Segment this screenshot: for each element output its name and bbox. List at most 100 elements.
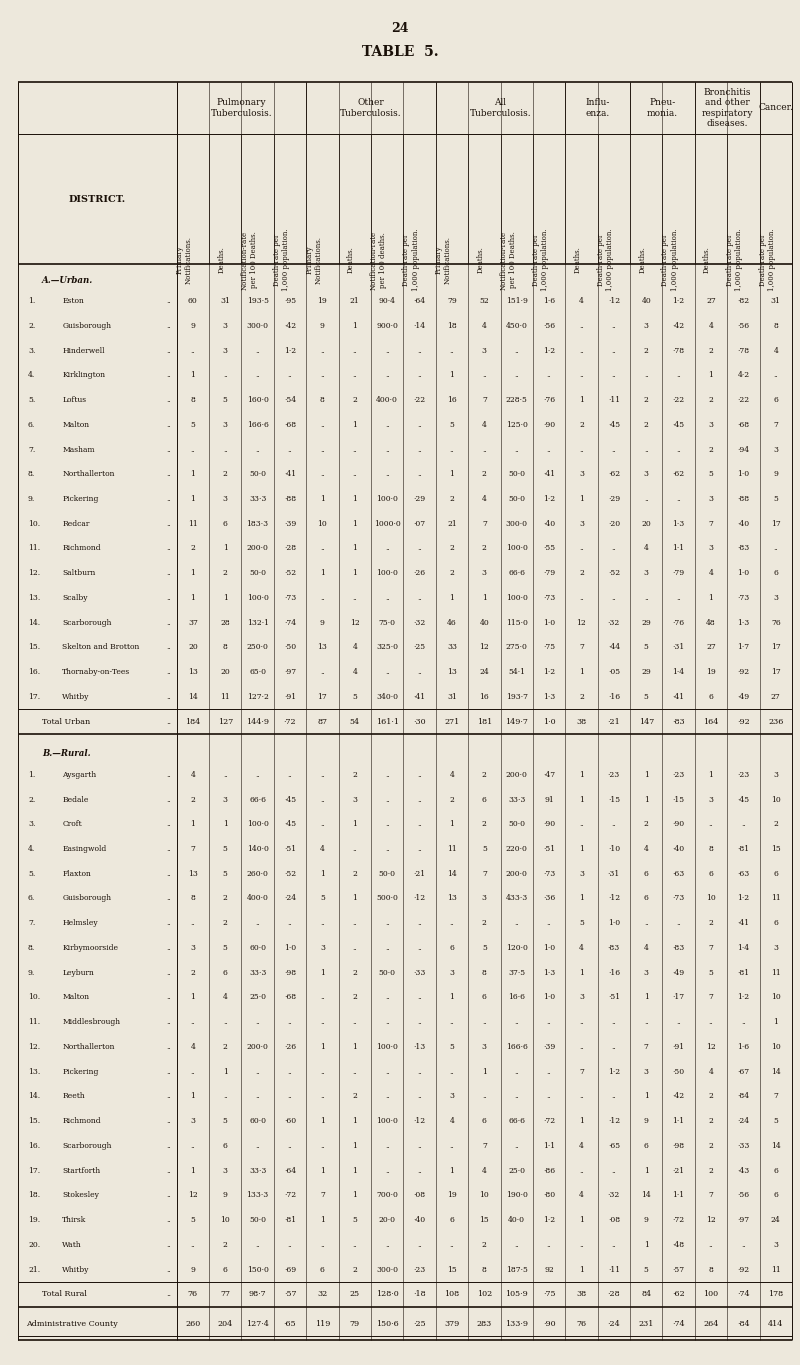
Text: ..: .. [417, 445, 422, 453]
Text: TABLE  5.: TABLE 5. [362, 45, 438, 59]
Text: 1: 1 [579, 1265, 584, 1274]
Text: 9: 9 [190, 322, 195, 330]
Text: ·26: ·26 [414, 569, 426, 577]
Text: 21.: 21. [28, 1265, 40, 1274]
Text: ·43: ·43 [738, 1167, 750, 1174]
Text: ..: .. [320, 594, 325, 602]
Text: ..: .. [166, 1216, 171, 1224]
Text: 4: 4 [482, 495, 486, 502]
Text: 193·7: 193·7 [506, 693, 528, 700]
Text: ..: .. [166, 1265, 171, 1274]
Text: 4·2: 4·2 [738, 371, 750, 379]
Text: 50·0: 50·0 [508, 820, 526, 829]
Text: 11: 11 [220, 693, 230, 700]
Text: 2: 2 [190, 796, 195, 804]
Text: 200·0: 200·0 [506, 870, 528, 878]
Text: DISTRICT.: DISTRICT. [69, 194, 126, 203]
Text: 2: 2 [482, 1241, 486, 1249]
Text: Skelton and Brotton: Skelton and Brotton [62, 643, 140, 651]
Text: 1·4: 1·4 [673, 667, 685, 676]
Text: ..: .. [166, 1067, 171, 1076]
Text: 2: 2 [644, 420, 649, 429]
Text: ..: .. [385, 1143, 390, 1149]
Text: ·97: ·97 [738, 1216, 750, 1224]
Text: ..: .. [514, 445, 519, 453]
Text: ..: .. [579, 347, 584, 355]
Text: ..: .. [166, 322, 171, 330]
Text: 184: 184 [186, 718, 201, 726]
Text: ..: .. [190, 347, 195, 355]
Text: ·91: ·91 [673, 1043, 685, 1051]
Text: 4: 4 [190, 771, 195, 779]
Text: 8: 8 [482, 1265, 486, 1274]
Text: ..: .. [482, 1018, 486, 1026]
Text: ..: .. [417, 594, 422, 602]
Text: 10: 10 [220, 1216, 230, 1224]
Text: 7: 7 [774, 420, 778, 429]
Text: ·41: ·41 [284, 471, 296, 478]
Text: Death-rate per
1,000 population.: Death-rate per 1,000 population. [597, 229, 614, 291]
Text: 2: 2 [190, 545, 195, 553]
Text: 10: 10 [771, 796, 781, 804]
Text: Administrative County: Administrative County [26, 1320, 118, 1328]
Text: 2: 2 [709, 396, 714, 404]
Text: ·33: ·33 [414, 969, 426, 977]
Text: 161·1: 161·1 [376, 718, 398, 726]
Text: Other
Tuberculosis.: Other Tuberculosis. [340, 98, 402, 117]
Text: ..: .. [709, 1241, 714, 1249]
Text: 5: 5 [352, 1216, 358, 1224]
Text: 120·0: 120·0 [506, 945, 528, 951]
Text: 108: 108 [444, 1290, 459, 1298]
Text: 4: 4 [579, 1143, 584, 1149]
Text: Scarborough: Scarborough [62, 1143, 112, 1149]
Text: 8.: 8. [28, 471, 35, 478]
Text: ·23: ·23 [738, 771, 750, 779]
Text: ..: .. [385, 347, 390, 355]
Text: Whitby: Whitby [62, 693, 90, 700]
Text: ..: .. [166, 771, 171, 779]
Text: ..: .. [385, 994, 390, 1002]
Text: 102: 102 [477, 1290, 492, 1298]
Text: 150·6: 150·6 [376, 1320, 398, 1328]
Text: 3: 3 [644, 969, 649, 977]
Text: ..: .. [611, 322, 616, 330]
Text: 13: 13 [188, 667, 198, 676]
Text: 4: 4 [709, 322, 714, 330]
Text: ..: .. [644, 1018, 649, 1026]
Text: ·22: ·22 [673, 396, 685, 404]
Text: 1: 1 [774, 1018, 778, 1026]
Text: 3: 3 [190, 1117, 195, 1125]
Text: Deaths.: Deaths. [476, 247, 484, 273]
Text: 4: 4 [579, 945, 584, 951]
Text: 10.: 10. [28, 520, 40, 528]
Text: 3: 3 [774, 445, 778, 453]
Text: 3: 3 [644, 471, 649, 478]
Text: 100·0: 100·0 [506, 545, 528, 553]
Text: ·90: ·90 [543, 820, 555, 829]
Text: ..: .. [514, 1018, 519, 1026]
Text: 100·0: 100·0 [506, 594, 528, 602]
Text: 25·0: 25·0 [508, 1167, 526, 1174]
Text: ..: .. [385, 1241, 390, 1249]
Text: 1·0: 1·0 [738, 569, 750, 577]
Text: ·97: ·97 [284, 667, 296, 676]
Text: ..: .. [320, 445, 325, 453]
Text: 6: 6 [223, 969, 228, 977]
Text: 6: 6 [450, 945, 454, 951]
Text: 1·3: 1·3 [543, 693, 555, 700]
Text: 7: 7 [482, 520, 486, 528]
Text: ..: .. [417, 945, 422, 951]
Text: 13: 13 [447, 894, 457, 902]
Text: 119: 119 [314, 1320, 330, 1328]
Text: ·32: ·32 [608, 1192, 620, 1200]
Text: 6.: 6. [28, 894, 35, 902]
Text: ..: .. [288, 1143, 292, 1149]
Text: 87: 87 [318, 718, 327, 726]
Text: ..: .. [166, 396, 171, 404]
Text: 166·6: 166·6 [506, 1043, 528, 1051]
Text: 5: 5 [482, 845, 486, 853]
Text: 3: 3 [450, 1092, 454, 1100]
Text: Richmond: Richmond [62, 545, 101, 553]
Text: B.—Rural.: B.—Rural. [42, 749, 90, 759]
Text: 4: 4 [320, 845, 325, 853]
